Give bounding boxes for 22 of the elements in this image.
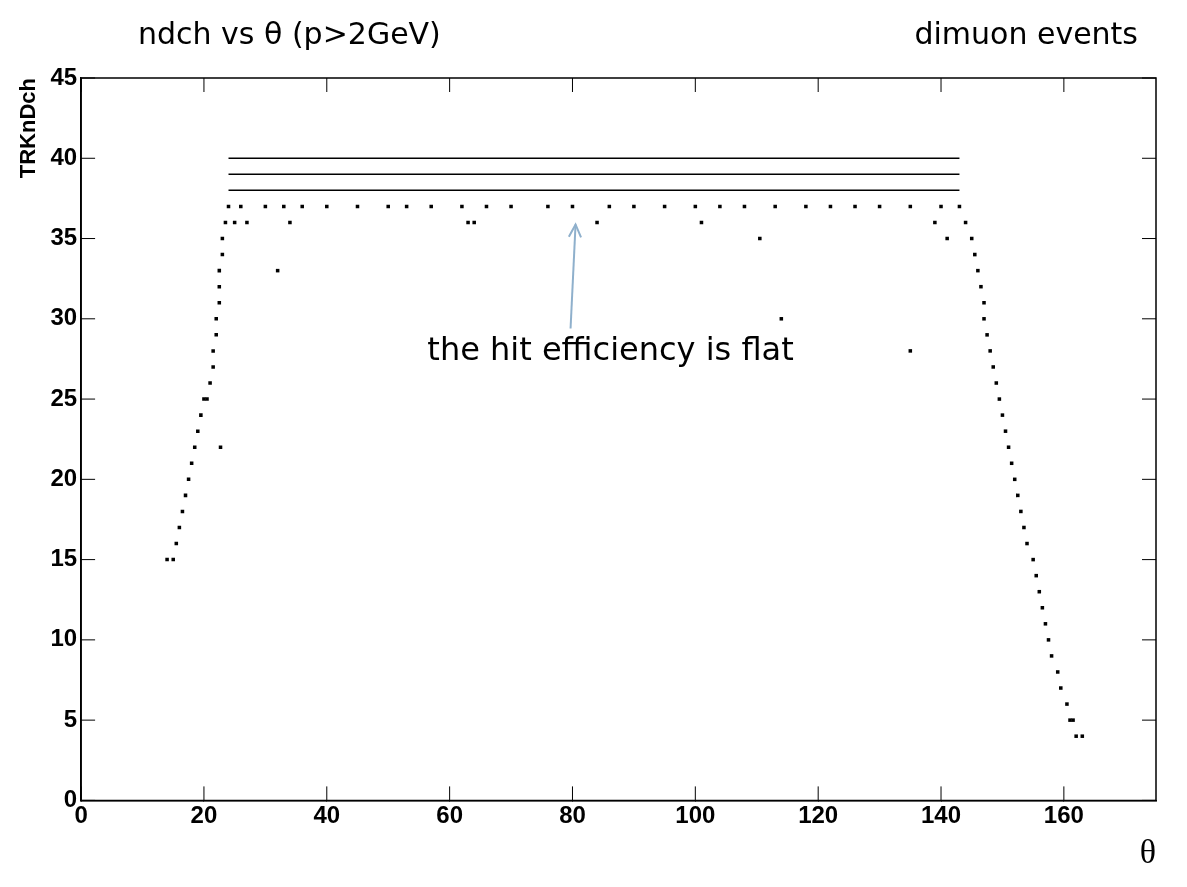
y-tick-label: 20 bbox=[50, 463, 78, 491]
chart-subtitle: dimuon events bbox=[914, 16, 1138, 51]
x-tick-label: 120 bbox=[798, 801, 839, 829]
x-tick-label: 60 bbox=[436, 801, 463, 829]
chart-title: ndch vs θ (p>2GeV) bbox=[138, 16, 441, 51]
y-tick-label: 5 bbox=[63, 704, 78, 732]
x-tick-label: 40 bbox=[313, 801, 341, 829]
x-tick-label: 140 bbox=[921, 801, 962, 829]
x-tick-label: 20 bbox=[190, 801, 218, 829]
x-tick-label: 80 bbox=[559, 801, 586, 829]
x-tick-label: 160 bbox=[1043, 801, 1084, 829]
x-axis-title: θ bbox=[1139, 832, 1156, 870]
y-axis-title: TRKnDch bbox=[15, 78, 41, 179]
y-tick-label: 35 bbox=[50, 223, 78, 251]
y-tick-label: 40 bbox=[50, 142, 78, 170]
y-tick-label: 25 bbox=[50, 383, 78, 411]
y-tick-label: 30 bbox=[50, 303, 78, 331]
y-tick-label: 45 bbox=[50, 62, 78, 90]
y-tick-label: 10 bbox=[50, 624, 78, 652]
annotation: the hit efficiency is flat bbox=[427, 330, 794, 369]
x-tick-label: 100 bbox=[675, 801, 716, 829]
y-tick-label: 15 bbox=[50, 544, 78, 572]
